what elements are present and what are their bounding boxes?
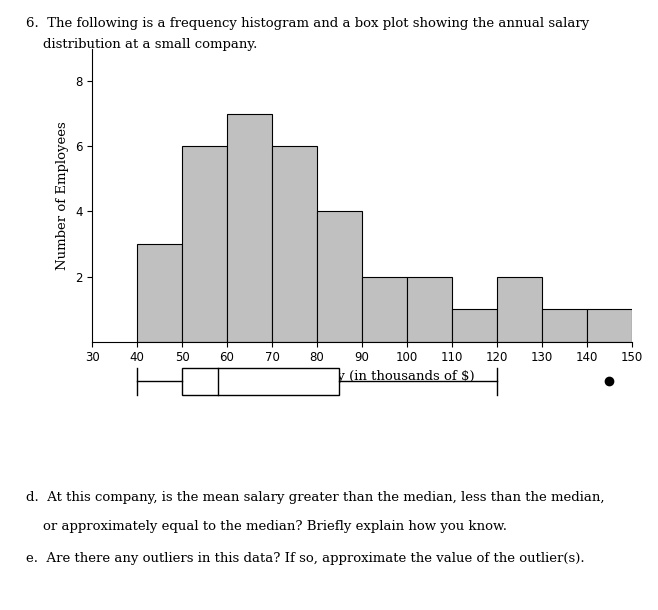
- Text: 6.  The following is a frequency histogram and a box plot showing the annual sal: 6. The following is a frequency histogra…: [26, 17, 590, 30]
- Y-axis label: Number of Employees: Number of Employees: [57, 121, 69, 270]
- Bar: [182, 146, 227, 342]
- Text: d.  At this company, is the mean salary greater than the median, less than the m: d. At this company, is the mean salary g…: [26, 491, 605, 504]
- Bar: [407, 276, 452, 342]
- Text: distribution at a small company.: distribution at a small company.: [26, 38, 258, 51]
- Bar: [272, 146, 317, 342]
- Bar: [137, 244, 182, 342]
- Bar: [362, 276, 407, 342]
- Bar: [587, 309, 632, 342]
- Bar: [317, 212, 362, 342]
- Bar: [497, 276, 542, 342]
- Text: e.  Are there any outliers in this data? If so, approximate the value of the out: e. Are there any outliers in this data? …: [26, 552, 585, 565]
- Bar: [227, 114, 272, 342]
- Text: or approximately equal to the median? Briefly explain how you know.: or approximately equal to the median? Br…: [26, 520, 507, 533]
- Bar: [542, 309, 587, 342]
- Bar: [452, 309, 497, 342]
- X-axis label: Annual Salary (in thousands of $): Annual Salary (in thousands of $): [249, 370, 474, 383]
- Bar: [182, 367, 340, 395]
